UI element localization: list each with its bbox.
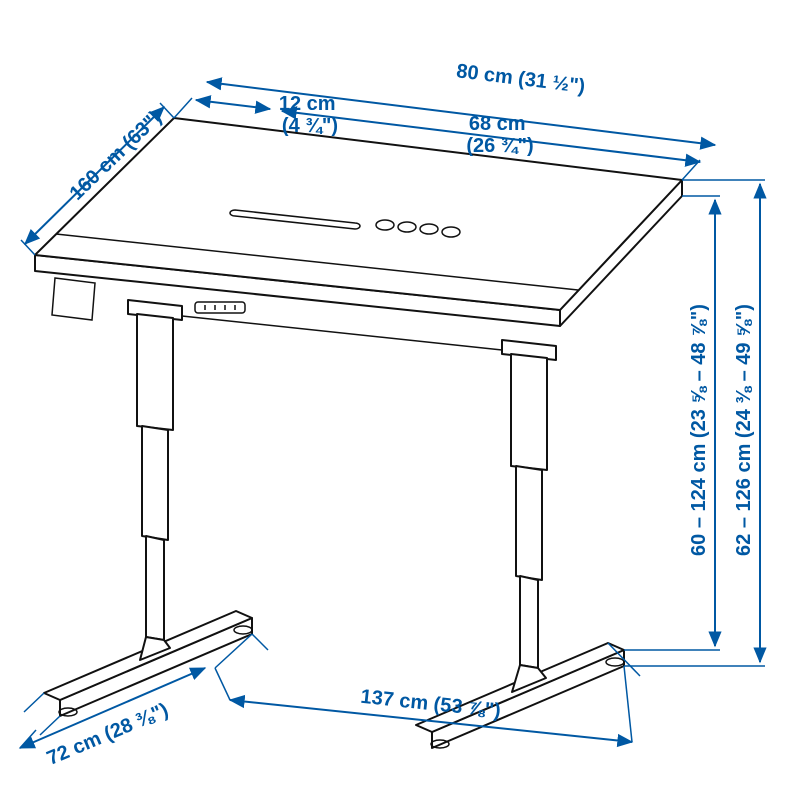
svg-text:68 cm (26 ¾"): 68 cm (26 ¾") <box>466 113 533 157</box>
right-leg <box>416 340 624 748</box>
desk-illustration <box>35 118 682 748</box>
dim-rear-strip-l1: 68 cm <box>469 113 526 135</box>
dim-front-strip-l2: (4 ¾") <box>282 115 338 137</box>
desk-dimension-diagram: 160 cm (63") 80 cm (31 ½") 12 cm (4 ¾") … <box>0 0 790 790</box>
left-leg <box>44 300 252 716</box>
dim-height-inner-label: 60 – 124 cm (23 ⅝ – 48 ⅞") <box>688 304 710 556</box>
dim-base-width-label: 137 cm (53 ⅞") <box>360 686 502 723</box>
control-keypad-icon <box>195 302 245 313</box>
dim-height-inner: 60 – 124 cm (23 ⅝ – 48 ⅞") <box>624 196 720 650</box>
dim-rear-strip-l2: (26 ¾") <box>466 135 533 157</box>
dim-top-depth-label: 80 cm (31 ½") <box>455 60 586 98</box>
dim-height-outer-label: 62 – 126 cm (24 ⅜ – 49 ⅝") <box>733 304 755 556</box>
